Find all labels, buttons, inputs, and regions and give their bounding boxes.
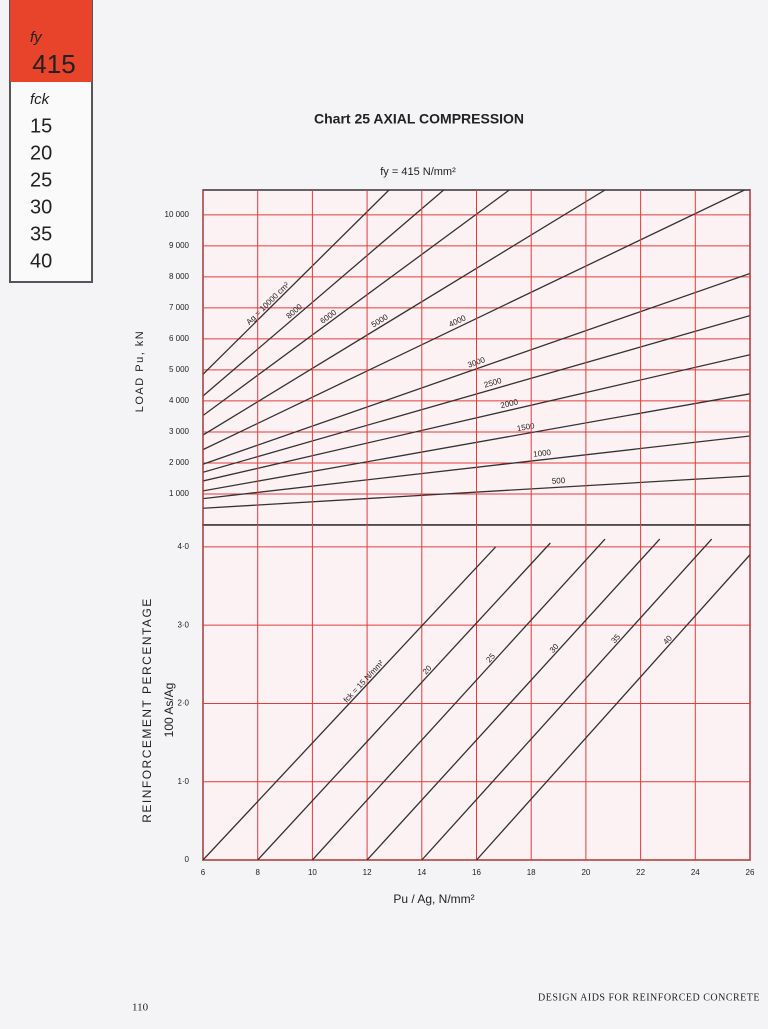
y-tick-label: 6 000 [169,334,190,343]
series-label: 2000 [500,397,520,410]
side-tab-header [10,0,92,82]
series-line [476,554,750,860]
x-tick-label: 10 [308,868,317,877]
x-tick-label: 18 [527,868,536,877]
fy-label: fy [30,29,43,46]
y-tick-label: 4 000 [169,396,190,405]
y-tick-label: 8 000 [169,272,190,281]
page-footer: DESIGN AIDS FOR REINFORCED CONCRETE [538,992,760,1003]
fck-value: 30 [30,196,52,218]
x-tick-label: 8 [255,868,260,877]
x-tick-label: 6 [201,868,206,877]
y-tick-label: 2 000 [169,458,190,467]
series-line [203,190,390,375]
page-number: 110 [132,1002,149,1014]
y-axis-label: LOAD Pu, kN [134,330,146,413]
fck-value: 35 [30,223,52,245]
y-tick-label: 1·0 [177,777,189,786]
series-line [203,190,606,436]
series-line [421,538,713,860]
y-tick-label: 0 [185,855,190,864]
x-tick-label: 20 [581,868,590,877]
y-tick-label: 3·0 [177,620,189,629]
x-tick-label: 22 [636,868,645,877]
series-label: 500 [552,476,566,486]
y-tick-label: 2·0 [177,699,189,708]
y-tick-label: 1 000 [169,489,190,498]
fck-label: fck [30,91,51,108]
y-tick-label: 9 000 [169,241,190,250]
series-line [311,538,606,860]
x-tick-label: 14 [417,868,426,877]
fy-value: 415 [32,49,75,79]
y-tick-label: 7 000 [169,303,190,312]
y-tick-label: 5 000 [169,365,190,374]
fck-value: 20 [30,142,52,164]
x-tick-label: 24 [691,868,700,877]
x-tick-label: 26 [746,868,755,877]
series-label: 1000 [533,448,552,459]
series-line [203,190,510,417]
y-axis-label: 100 As/Ag [162,683,176,738]
x-tick-label: 16 [472,868,481,877]
series-line [203,546,497,860]
fck-value: 25 [30,169,52,191]
series-line [203,190,745,451]
y-tick-label: 4·0 [177,542,189,551]
series-line [366,538,661,860]
x-axis-label: Pu / Ag, N/mm² [393,892,474,906]
y-tick-label: 3 000 [169,427,190,436]
y-axis-label: REINFORCEMENT PERCENTAGE [140,597,154,823]
series-line [257,542,551,860]
series-line [203,190,445,397]
series-group [203,538,750,860]
x-tick-label: 12 [363,868,372,877]
chart-subtitle: fy = 415 N/mm² [380,166,456,178]
y-tick-label: 10 000 [165,210,190,219]
fck-value: 15 [30,115,52,137]
fck-value: 40 [30,250,52,272]
chart-title: Chart 25 AXIAL COMPRESSION [314,111,524,127]
